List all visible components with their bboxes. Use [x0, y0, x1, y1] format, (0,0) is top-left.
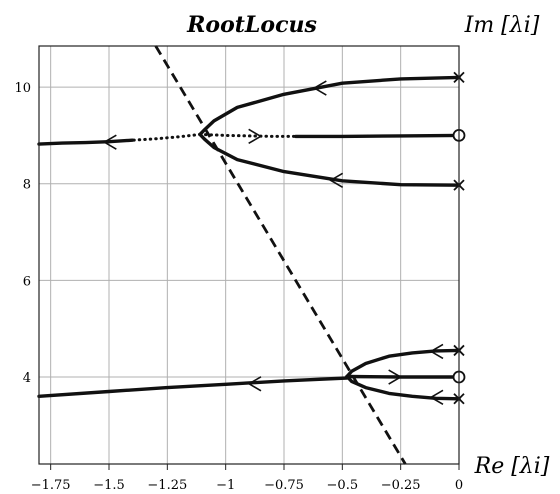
locus-branch — [198, 75, 461, 137]
direction-arrow — [329, 172, 344, 189]
x-tick-label: −0.25 — [381, 478, 421, 493]
direction-arrow — [248, 128, 263, 145]
x-tick-label: 0 — [455, 478, 463, 493]
y-tick-label: 6 — [23, 274, 31, 289]
locus-branch — [294, 133, 461, 139]
locus-branch — [345, 374, 461, 401]
tick-labels: −1.75 −1.5 −1.25 −1 −0.75 −0.5 −0.25 0 4 6 8 10 — [14, 81, 463, 493]
x-tick-label: −1.25 — [147, 478, 187, 493]
locus-branch — [130, 132, 202, 142]
x-axis-label: Re [λi] — [474, 454, 550, 479]
x-tick-label: −0.5 — [327, 478, 359, 493]
direction-arrow — [247, 376, 262, 392]
direction-arrow — [429, 389, 444, 406]
locus-branch — [198, 132, 298, 138]
locus-branch — [198, 132, 461, 187]
plot-frame — [38, 45, 460, 465]
locus-branch — [345, 374, 461, 379]
x-tick-label: −1 — [216, 478, 235, 493]
y-axis-label: Im [λi] — [464, 13, 540, 38]
y-tick-label: 8 — [23, 178, 31, 193]
locus-branch — [37, 376, 349, 398]
direction-arrow — [388, 369, 403, 385]
direction-arrow — [312, 80, 327, 96]
y-tick-label: 10 — [14, 81, 31, 96]
plot-area — [37, 45, 466, 465]
y-tick-label: 4 — [23, 371, 31, 386]
x-tick-label: −0.75 — [264, 478, 304, 493]
x-tick-label: −1.5 — [93, 478, 125, 493]
x-tick-label: −1.75 — [31, 478, 71, 493]
grid — [39, 46, 459, 464]
asymptote-line — [154, 45, 407, 465]
direction-arrow — [429, 343, 444, 360]
direction-arrow — [102, 134, 117, 150]
chart-title: RootLocus — [186, 12, 317, 38]
locus-branch — [345, 348, 461, 379]
locus-branch — [37, 138, 135, 146]
